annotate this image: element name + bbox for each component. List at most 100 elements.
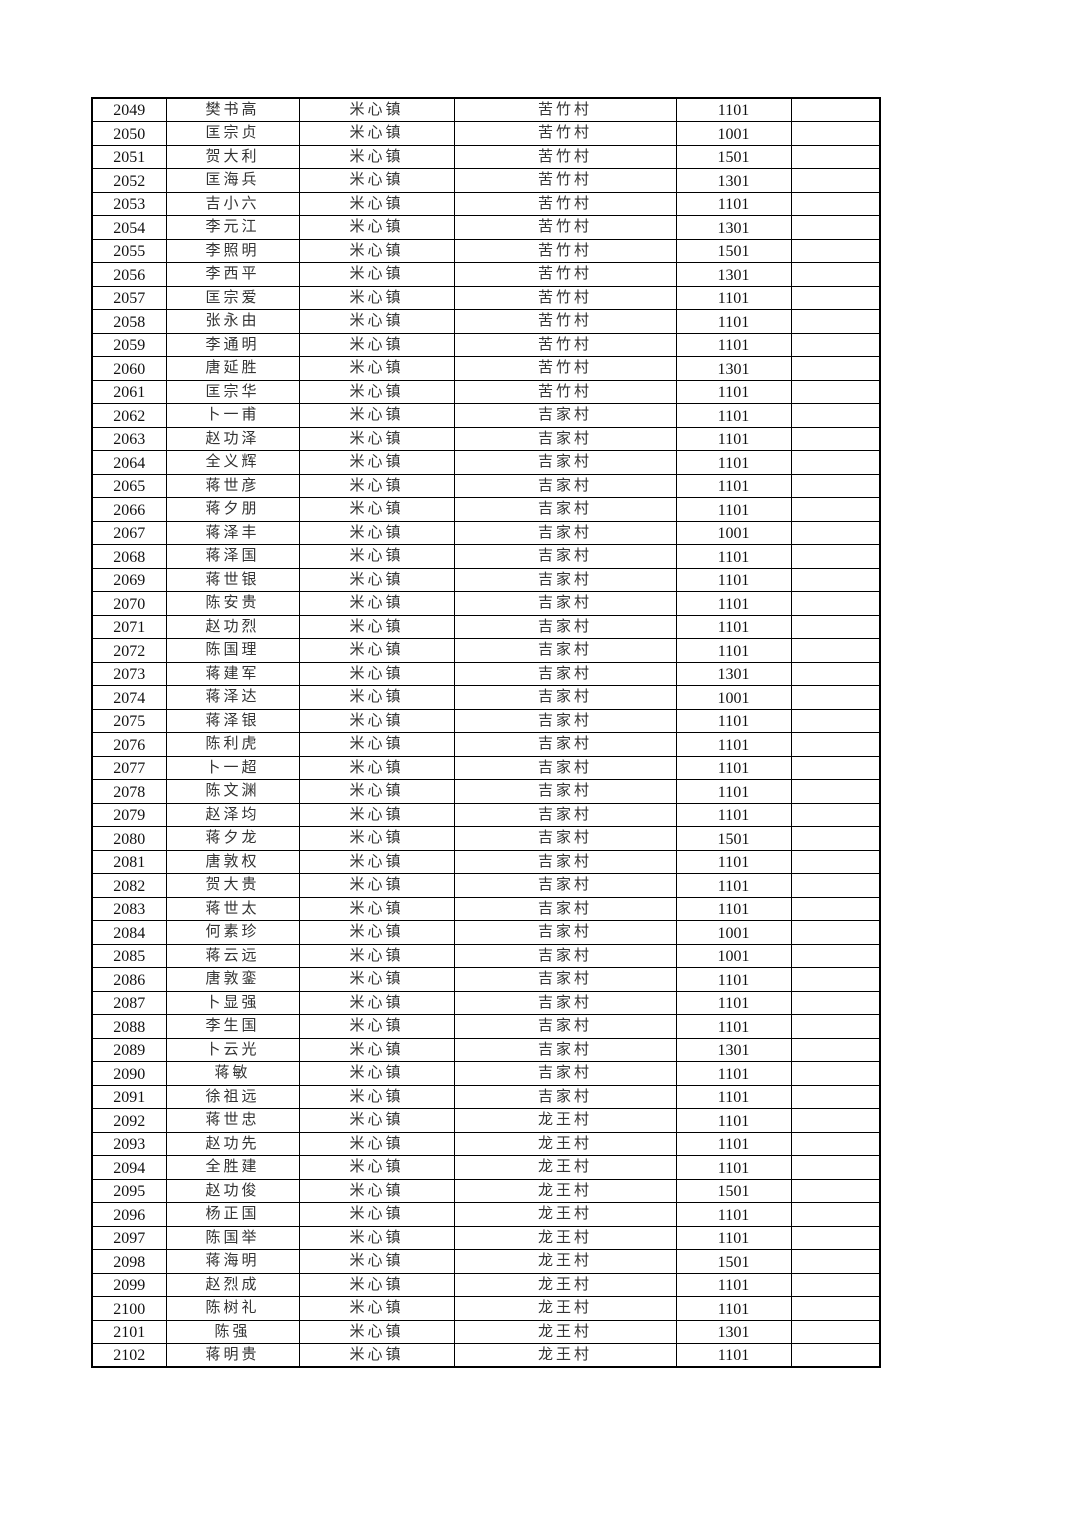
village-cell: 龙王村 [453,1178,677,1203]
row-number-cell: 2097 [91,1225,167,1250]
remark-cell [790,755,881,780]
amount-cell: 1101 [675,426,792,451]
table-body: 2049 樊书高 米心镇 苦竹村 1101 2050 匡宗贞 米心镇 苦竹村 1001 2051 贺大… [91,97,881,1368]
name-cell: 李西平 [165,262,300,287]
village-cell: 龙王村 [453,1202,677,1227]
town-cell: 米心镇 [298,544,455,569]
name-cell: 卜云光 [165,1037,300,1062]
remark-cell [790,990,881,1015]
village-cell: 苦竹村 [453,144,677,169]
remark-cell [790,426,881,451]
table-row: 2076 陈利虎 米心镇 吉家村 1101 [91,732,881,757]
table-row: 2053 吉小六 米心镇 苦竹村 1101 [91,191,881,216]
village-cell: 吉家村 [453,826,677,851]
name-cell: 李元江 [165,215,300,240]
table-row: 2049 樊书高 米心镇 苦竹村 1101 [91,97,881,122]
town-cell: 米心镇 [298,990,455,1015]
village-cell: 苦竹村 [453,168,677,193]
amount-cell: 1501 [675,238,792,263]
amount-cell: 1301 [675,1037,792,1062]
village-cell: 吉家村 [453,403,677,428]
table-row: 2055 李照明 米心镇 苦竹村 1501 [91,238,881,263]
town-cell: 米心镇 [298,97,455,122]
town-cell: 米心镇 [298,1202,455,1227]
remark-cell [790,262,881,287]
amount-cell: 1101 [675,1296,792,1321]
remark-cell [790,591,881,616]
name-cell: 蒋建军 [165,661,300,686]
name-cell: 陈国举 [165,1225,300,1250]
amount-cell: 1101 [675,1108,792,1133]
table-row: 2060 唐延胜 米心镇 苦竹村 1301 [91,356,881,381]
town-cell: 米心镇 [298,849,455,874]
row-number-cell: 2072 [91,638,167,663]
village-cell: 龙王村 [453,1343,677,1368]
village-cell: 吉家村 [453,614,677,639]
row-number-cell: 2087 [91,990,167,1015]
town-cell: 米心镇 [298,356,455,381]
table-row: 2092 蒋世忠 米心镇 龙王村 1101 [91,1108,881,1133]
village-cell: 苦竹村 [453,121,677,146]
table-row: 2063 赵功泽 米心镇 吉家村 1101 [91,426,881,451]
row-number-cell: 2083 [91,896,167,921]
town-cell: 米心镇 [298,1014,455,1039]
town-cell: 米心镇 [298,1131,455,1156]
name-cell: 蒋夕朋 [165,497,300,522]
name-cell: 赵功俊 [165,1178,300,1203]
remark-cell [790,1155,881,1180]
amount-cell: 1301 [675,215,792,240]
table-row: 2098 蒋海明 米心镇 龙王村 1501 [91,1249,881,1274]
remark-cell [790,191,881,216]
town-cell: 米心镇 [298,591,455,616]
village-cell: 苦竹村 [453,285,677,310]
village-cell: 苦竹村 [453,379,677,404]
name-cell: 李通明 [165,332,300,357]
amount-cell: 1101 [675,567,792,592]
remark-cell [790,1202,881,1227]
town-cell: 米心镇 [298,403,455,428]
table-row: 2067 蒋泽丰 米心镇 吉家村 1001 [91,520,881,545]
village-cell: 吉家村 [453,943,677,968]
remark-cell [790,497,881,522]
village-cell: 吉家村 [453,497,677,522]
remark-cell [790,1131,881,1156]
row-number-cell: 2060 [91,356,167,381]
table-row: 2074 蒋泽达 米心镇 吉家村 1001 [91,685,881,710]
name-cell: 樊书高 [165,97,300,122]
village-cell: 吉家村 [453,426,677,451]
row-number-cell: 2068 [91,544,167,569]
remark-cell [790,309,881,334]
row-number-cell: 2055 [91,238,167,263]
amount-cell: 1501 [675,1249,792,1274]
village-cell: 吉家村 [453,1014,677,1039]
table-row: 2094 全胜建 米心镇 龙王村 1101 [91,1155,881,1180]
table-row: 2086 唐敦銮 米心镇 吉家村 1101 [91,967,881,992]
village-cell: 吉家村 [453,802,677,827]
village-cell: 吉家村 [453,567,677,592]
table-row: 2078 陈文渊 米心镇 吉家村 1101 [91,779,881,804]
row-number-cell: 2090 [91,1061,167,1086]
town-cell: 米心镇 [298,1272,455,1297]
town-cell: 米心镇 [298,332,455,357]
name-cell: 蒋世忠 [165,1108,300,1133]
amount-cell: 1501 [675,1178,792,1203]
amount-cell: 1101 [675,1155,792,1180]
remark-cell [790,356,881,381]
table-row: 2080 蒋夕龙 米心镇 吉家村 1501 [91,826,881,851]
name-cell: 蒋泽达 [165,685,300,710]
town-cell: 米心镇 [298,732,455,757]
village-cell: 苦竹村 [453,332,677,357]
remark-cell [790,873,881,898]
town-cell: 米心镇 [298,1037,455,1062]
name-cell: 唐敦权 [165,849,300,874]
name-cell: 卜一超 [165,755,300,780]
town-cell: 米心镇 [298,285,455,310]
name-cell: 赵烈成 [165,1272,300,1297]
remark-cell [790,1343,881,1368]
table-row: 2088 李生国 米心镇 吉家村 1101 [91,1014,881,1039]
table-row: 2052 匡海兵 米心镇 苦竹村 1301 [91,168,881,193]
name-cell: 卜一甫 [165,403,300,428]
row-number-cell: 2073 [91,661,167,686]
village-cell: 吉家村 [453,967,677,992]
village-cell: 吉家村 [453,708,677,733]
